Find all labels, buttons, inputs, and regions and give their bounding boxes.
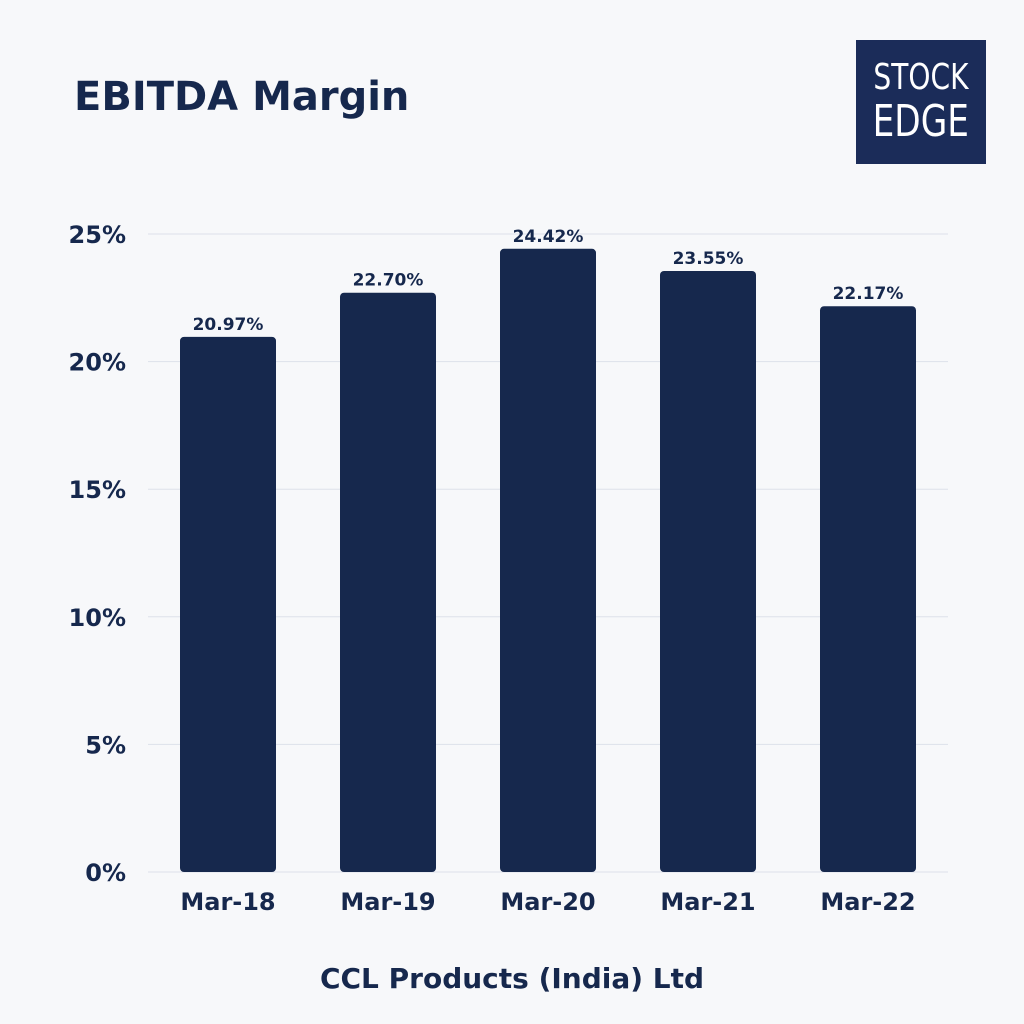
x-tick-label: Mar-19	[340, 888, 435, 916]
y-axis-ticks: 0% 5% 10% 15% 20% 25%	[69, 221, 126, 887]
data-label: 23.55%	[673, 249, 744, 269]
x-axis-ticks: Mar-18 Mar-19 Mar-20 Mar-21 Mar-22	[180, 888, 915, 916]
bar	[180, 336, 276, 873]
y-tick-label: 15%	[69, 476, 126, 504]
x-tick-label: Mar-20	[500, 888, 595, 916]
logo-line-2: EDGE	[872, 96, 970, 147]
x-tick-label: Mar-18	[180, 888, 275, 916]
data-labels: 20.97% 22.70% 24.42% 23.55% 22.17%	[193, 227, 904, 335]
y-tick-label: 20%	[69, 349, 126, 377]
chart-title: EBITDA Margin	[74, 74, 410, 120]
bar	[340, 292, 436, 872]
data-label: 22.17%	[833, 284, 904, 304]
bar	[660, 271, 756, 872]
data-label: 22.70%	[353, 271, 424, 291]
bar	[500, 248, 596, 872]
y-tick-label: 10%	[69, 604, 126, 632]
y-tick-label: 25%	[69, 221, 126, 249]
y-tick-label: 5%	[85, 731, 126, 759]
data-label: 20.97%	[193, 315, 264, 335]
data-label: 24.42%	[513, 227, 584, 247]
chart-caption: CCL Products (India) Ltd	[319, 962, 705, 995]
x-tick-label: Mar-21	[660, 888, 755, 916]
x-tick-label: Mar-22	[820, 888, 915, 916]
stockedge-logo: STOCK EDGE	[856, 40, 986, 164]
y-tick-label: 0%	[85, 859, 126, 887]
bar	[820, 306, 916, 873]
bars	[180, 248, 916, 873]
logo-line-1: STOCK	[873, 57, 969, 98]
